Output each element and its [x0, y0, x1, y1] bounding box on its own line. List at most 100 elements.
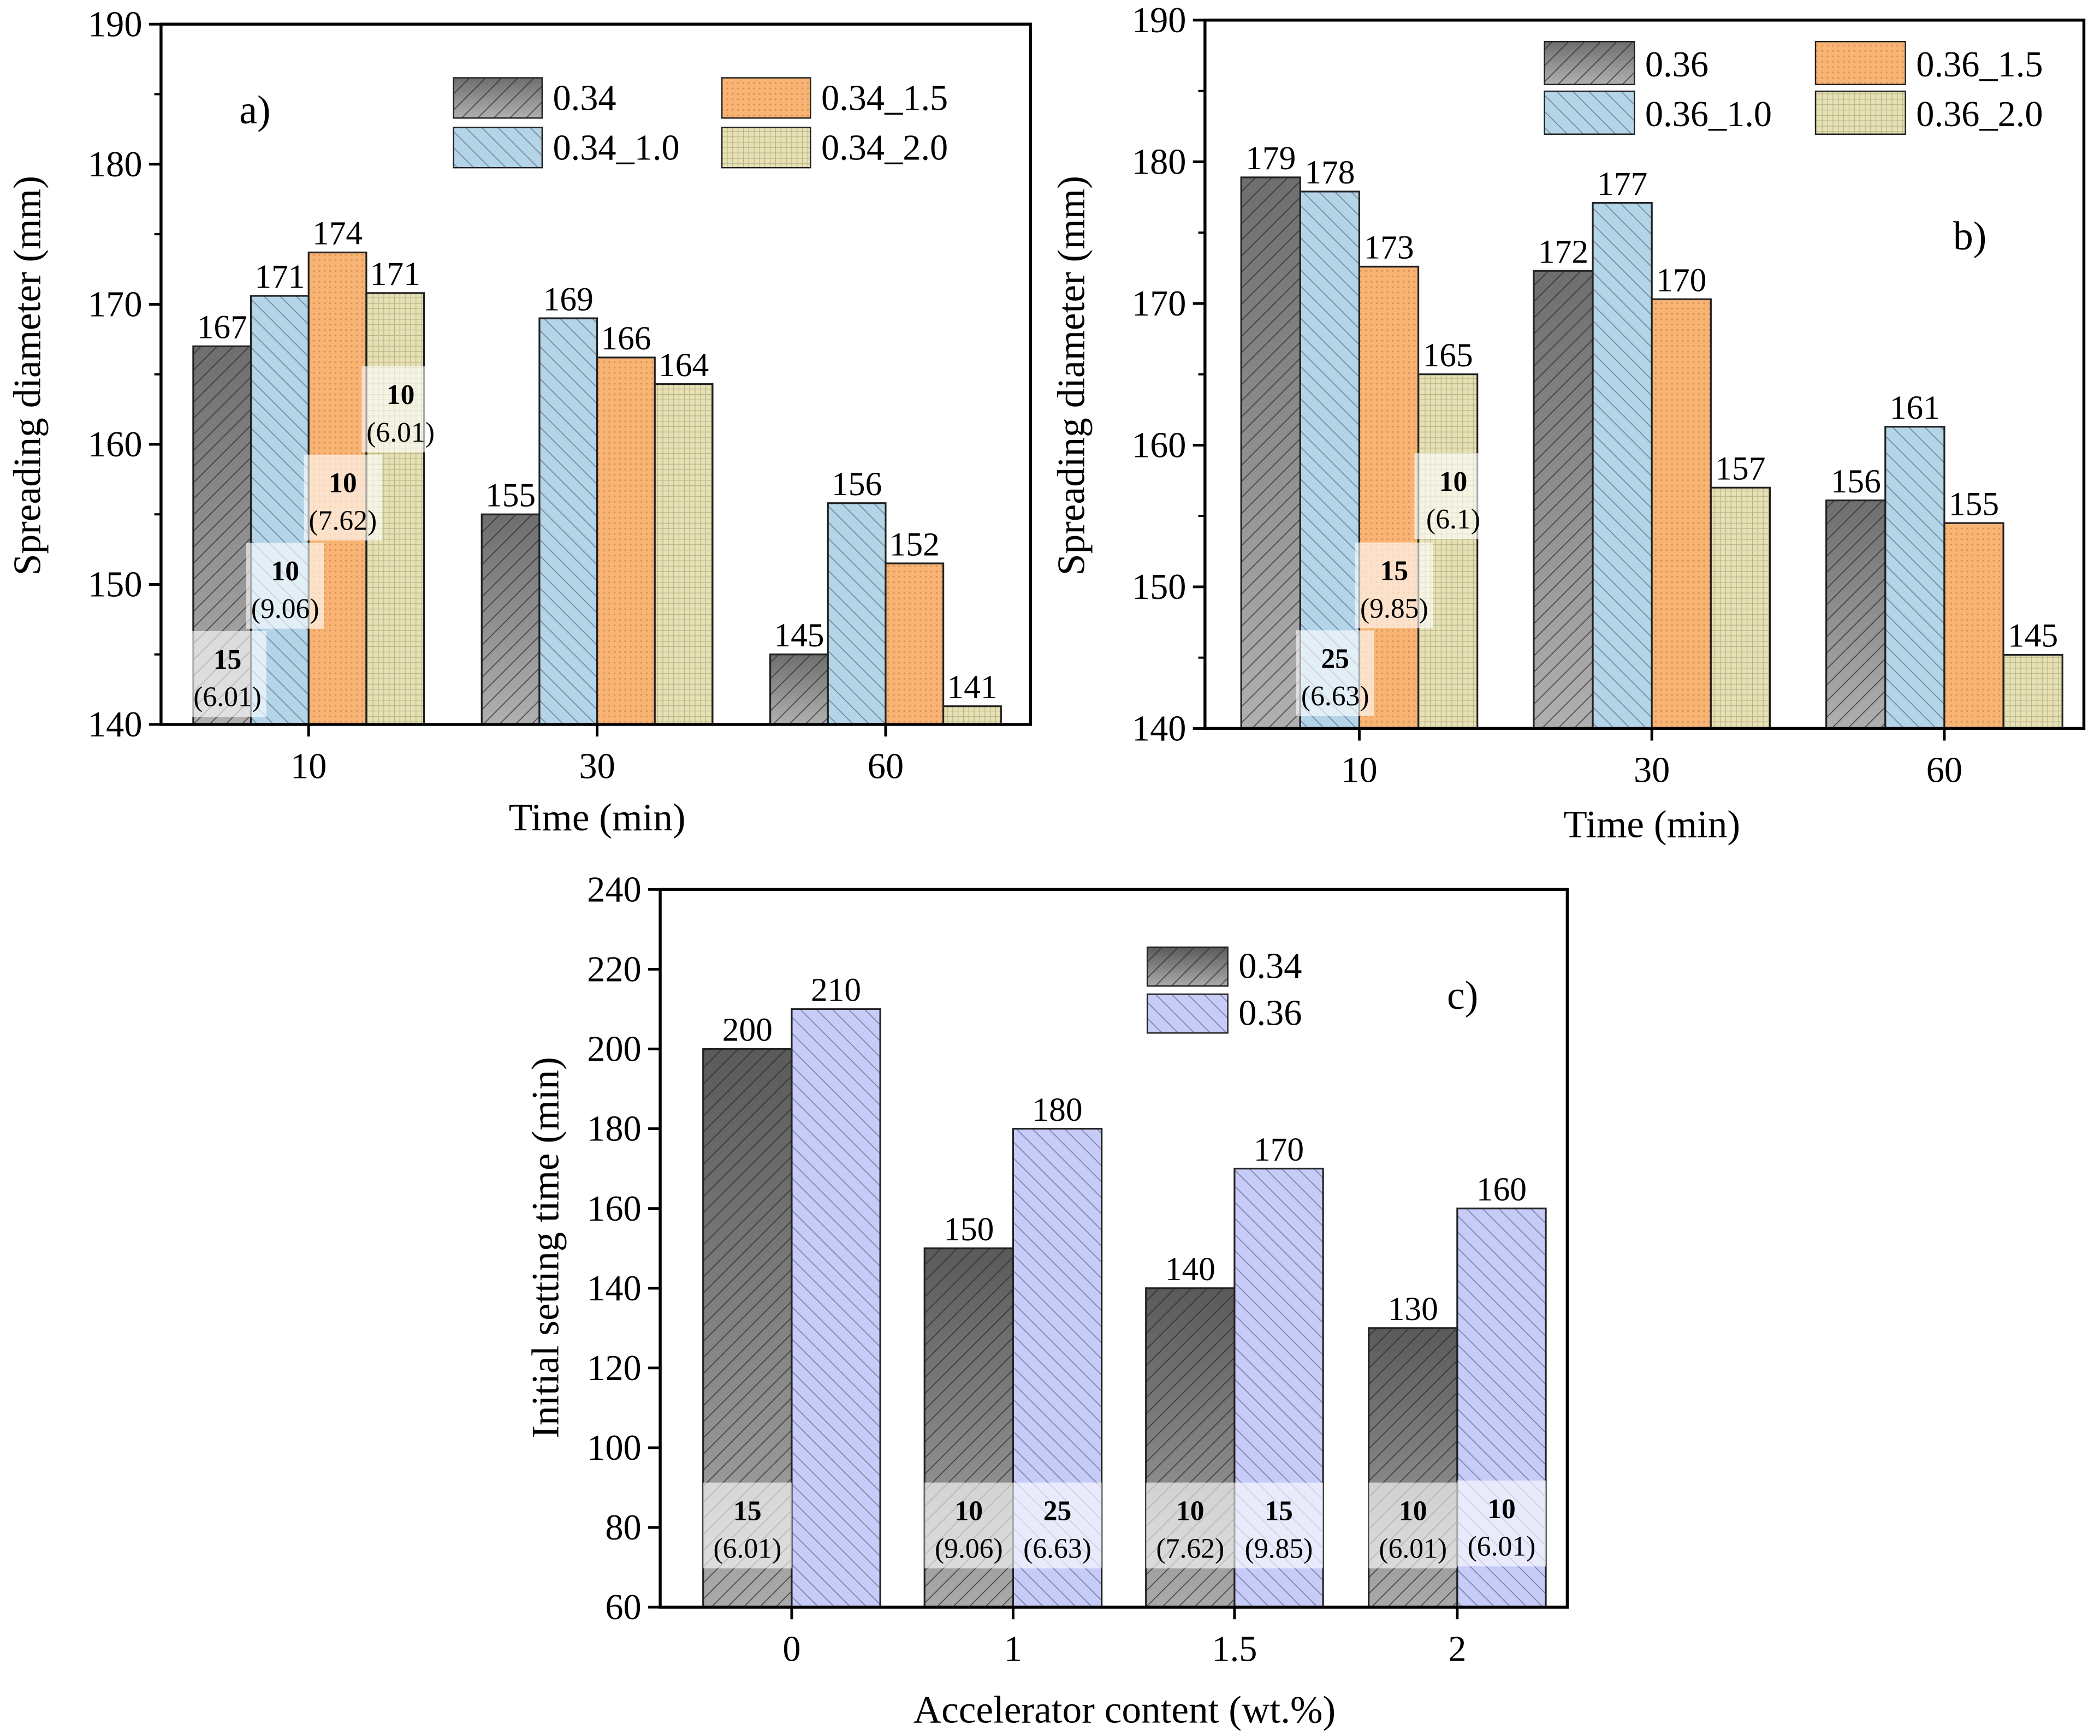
- y-tick-label: 140: [587, 1269, 642, 1309]
- legend-label: 0.36_2.0: [1916, 94, 2043, 134]
- annotation-box: [188, 631, 266, 717]
- bar-value-label: 174: [312, 215, 363, 252]
- bar-hatch: [538, 317, 598, 726]
- bar-value-label: 156: [1831, 463, 1881, 500]
- annotation-value: (6.63): [1301, 681, 1369, 712]
- legend-swatch-hatch: [1146, 993, 1229, 1034]
- y-tick-label: 160: [1132, 426, 1187, 466]
- annotation-count: 10: [1439, 466, 1468, 497]
- bar-hatch: [2002, 653, 2063, 730]
- legend-swatch-hatch: [1544, 40, 1635, 86]
- annotation-count: 25: [1321, 643, 1349, 674]
- sample-count-annotation: 10 (6.01): [1368, 1482, 1457, 1568]
- x-tick-label: 30: [1634, 751, 1670, 790]
- panel-a-spreading-0.34: 16717117417115516916616414515615214115(6…: [6, 4, 1033, 839]
- annotation-box: [246, 543, 324, 629]
- bar-hatch: [885, 562, 945, 726]
- y-tick-label: 150: [88, 565, 143, 605]
- legend-label: 0.34_1.0: [553, 128, 679, 168]
- bar-0.34_1.5-60: [885, 562, 945, 726]
- bar-hatch: [1884, 426, 1945, 730]
- y-tick-label: 160: [587, 1189, 642, 1229]
- sample-count-annotation: 10 (7.62): [1146, 1482, 1235, 1568]
- annotation-count: 15: [1265, 1496, 1293, 1527]
- annotation-count: 15: [733, 1496, 762, 1527]
- annotation-count: 10: [1487, 1494, 1516, 1525]
- annotation-count: 15: [1380, 555, 1409, 586]
- panel-label: b): [1953, 213, 1986, 258]
- legend-label: 0.36_1.5: [1916, 45, 2043, 85]
- bar-value-label: 172: [1538, 233, 1588, 270]
- annotation-value: (6.01): [193, 682, 262, 713]
- y-tick-label: 60: [605, 1588, 641, 1627]
- annotation-box: [924, 1482, 1013, 1568]
- bar-0.36-30: [1533, 270, 1594, 730]
- bar-0.36_2.0-30: [1710, 486, 1771, 730]
- annotation-box: [1414, 453, 1492, 539]
- annotation-box: [1296, 630, 1374, 716]
- annotation-value: (6.01): [1379, 1533, 1447, 1564]
- legend-item-0.36: 0.36: [1146, 993, 1302, 1034]
- annotation-value: (7.62): [1156, 1533, 1224, 1564]
- bar-0.34-60: [769, 653, 829, 726]
- annotation-count: 25: [1043, 1496, 1072, 1527]
- annotation-count: 10: [329, 468, 357, 499]
- sample-count-annotation: 15 (9.85): [1355, 542, 1433, 628]
- bar-hatch: [654, 383, 714, 726]
- bar-value-label: 170: [1656, 261, 1706, 299]
- x-tick-label: 10: [290, 746, 327, 786]
- y-tick-label: 120: [587, 1348, 642, 1388]
- bar-0.34_1.0-60: [827, 502, 887, 726]
- x-tick-label: 30: [579, 746, 615, 786]
- legend-swatch-hatch: [453, 127, 543, 169]
- bar-0.36-60: [1825, 500, 1887, 730]
- sample-count-annotation: 10 (9.06): [924, 1482, 1013, 1568]
- annotation-count: 15: [213, 644, 242, 675]
- x-tick-label: 0: [782, 1629, 800, 1669]
- x-tick-label: 10: [1341, 751, 1377, 790]
- bar-value-label: 141: [947, 669, 997, 706]
- annotation-count: 10: [1399, 1496, 1427, 1527]
- y-tick-label: 180: [587, 1109, 642, 1149]
- x-axis-title: Time (min): [509, 796, 686, 839]
- sample-count-annotation: 10 (6.01): [1457, 1481, 1546, 1567]
- legend-label: 0.34: [1238, 947, 1302, 986]
- bar-0.36_1.5-10: [1358, 265, 1420, 730]
- bar-value-label: 164: [659, 347, 709, 384]
- legend-swatch-hatch: [1814, 40, 1906, 86]
- legend-swatch-hatch: [721, 127, 811, 169]
- annotation-value: (9.85): [1245, 1533, 1313, 1564]
- y-tick-label: 150: [1132, 567, 1187, 607]
- y-tick-label: 200: [587, 1030, 642, 1069]
- annotation-count: 10: [1176, 1496, 1205, 1527]
- y-tick-label: 140: [88, 705, 143, 745]
- legend-label: 0.36: [1238, 994, 1302, 1033]
- sample-count-annotation: 25 (6.63): [1296, 630, 1374, 716]
- x-tick-label: 1: [1004, 1629, 1022, 1669]
- annotation-box: [361, 366, 440, 453]
- annotation-box: [304, 454, 382, 541]
- bar-hatch: [480, 513, 541, 726]
- y-tick-label: 80: [605, 1508, 641, 1548]
- bar-hatch: [1533, 270, 1594, 730]
- bar-value-label: 179: [1245, 140, 1296, 177]
- legend-label: 0.34_2.0: [821, 128, 948, 168]
- bar-value-label: 167: [197, 309, 247, 346]
- bar-hatch: [827, 502, 887, 726]
- x-tick-label: 60: [1926, 751, 1962, 790]
- bar-value-label: 160: [1476, 1171, 1527, 1208]
- legend-swatch-hatch: [1544, 90, 1635, 135]
- bar-value-label: 161: [1890, 389, 1940, 426]
- legend-item-0.36_2.0: 0.36_2.0: [1814, 90, 2043, 135]
- legend-swatch-hatch: [1814, 90, 1906, 135]
- annotation-box: [1234, 1482, 1324, 1568]
- bar-value-label: 169: [543, 281, 594, 318]
- bar-0.36_1.5-30: [1651, 298, 1712, 730]
- bar-value-label: 155: [1949, 485, 1999, 522]
- legend-item-0.34_2.0: 0.34_2.0: [721, 127, 948, 169]
- sample-count-annotation: 10 (9.06): [246, 543, 324, 629]
- bar-0.36_1.0-30: [1592, 202, 1653, 730]
- x-axis-title: Time (min): [1563, 802, 1740, 846]
